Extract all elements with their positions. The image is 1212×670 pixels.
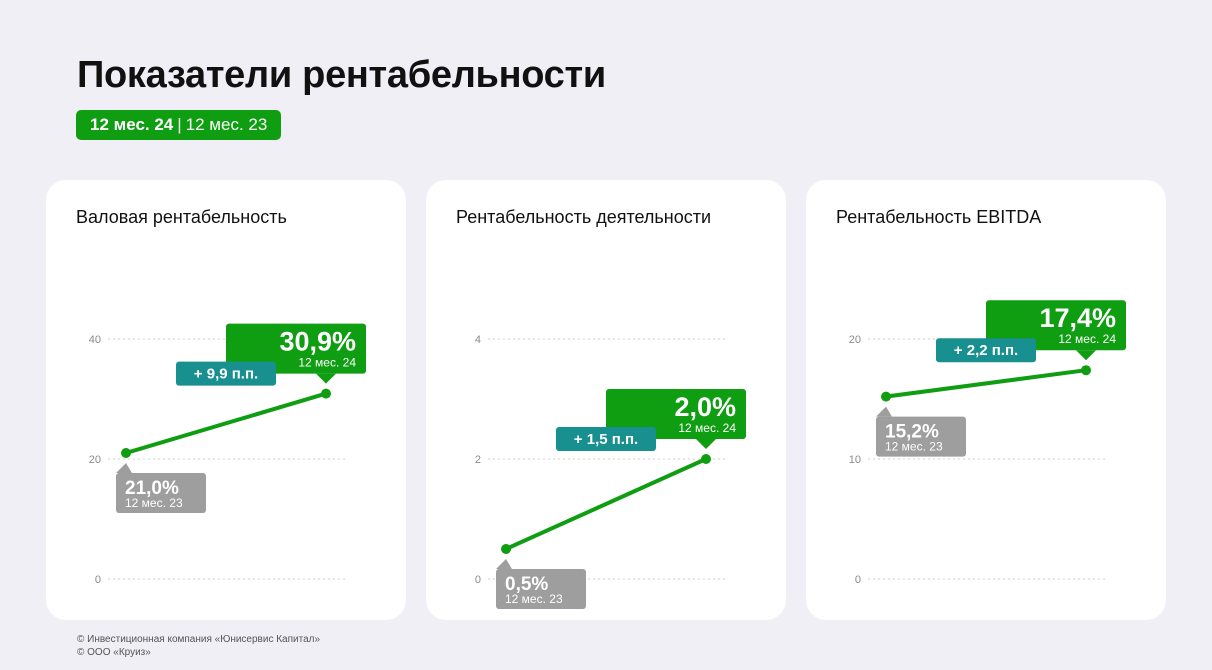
chart-svg: 0 2 4 0,5%12 мес. 23 2,0%12 мес. 24 + 1,5 п.п… — [475, 334, 746, 609]
data-point-current — [321, 388, 331, 399]
y-tick-label: 20 — [849, 334, 861, 346]
data-label-current: 30,9% — [279, 327, 356, 357]
chart-svg: 0 10 20 15,2%12 мес. 23 17,4%12 мес. 24 + 2,2… — [849, 300, 1126, 586]
y-tick-label: 2 — [475, 454, 481, 466]
y-tick-label: 10 — [849, 454, 861, 466]
y-tick-label: 4 — [475, 334, 481, 346]
callout-current-pointer — [1076, 350, 1096, 361]
period-separator: | — [177, 115, 182, 134]
callout-current-box — [606, 389, 746, 439]
callout-current-box — [986, 300, 1126, 351]
chart-svg: 0 20 40 21,0%12 мес. 23 30,9%12 мес. 24 + 9,9… — [89, 323, 366, 586]
series-line — [124, 391, 328, 455]
footer: © Инвестиционная компания «Юнисервис Кап… — [77, 633, 320, 659]
delta-badge — [936, 338, 1036, 363]
chart-title: Рентабельность деятельности — [456, 207, 712, 227]
chart-card-operating-margin: Рентабельность деятельности 0 2 4 0,5% 12 ме… — [426, 180, 786, 620]
footer-copyright-line: © ООО «Круиз» — [77, 647, 151, 658]
data-label-previous-period: 12 мес. 23 — [505, 592, 563, 606]
data-point-previous — [881, 391, 891, 402]
y-tick-label: 0 — [95, 574, 101, 586]
y-tick-label: 20 — [89, 454, 101, 466]
callout-previous-box — [116, 473, 206, 513]
period-current: 12 мес. 24 — [90, 115, 174, 134]
data-label-current-period: 12 мес. 24 — [298, 356, 356, 370]
callout-current-box — [226, 323, 366, 374]
footer-copyright-line: © Инвестиционная компания «Юнисервис Кап… — [77, 634, 321, 645]
data-label-previous-period: 12 мес. 23 — [125, 496, 183, 510]
data-point-previous — [121, 448, 131, 458]
callout-previous-box — [496, 569, 586, 609]
chart-title: Валовая рентабельность — [76, 207, 287, 227]
chart-card-ebitda-margin: Рентабельность EBITDA 0 10 20 15,2% 12 мес. … — [806, 180, 1166, 620]
callout-previous-pointer — [876, 406, 892, 417]
delta-badge — [176, 361, 276, 386]
data-point-previous — [501, 544, 511, 554]
series-line — [504, 457, 708, 551]
y-tick-label: 40 — [89, 334, 101, 346]
callout-current-pointer — [696, 439, 716, 449]
delta-label: + 9,9 п.п. — [194, 366, 258, 383]
delta-label: + 1,5 п.п. — [574, 431, 638, 448]
data-label-current: 2,0% — [674, 392, 736, 422]
period-badge: 12 мес. 24 | 12 мес. 23 — [76, 110, 282, 140]
data-label-previous-period: 12 мес. 23 — [885, 440, 943, 454]
callout-previous-pointer — [496, 559, 512, 569]
data-label-current-period: 12 мес. 24 — [1058, 332, 1116, 346]
data-label-current: 17,4% — [1039, 303, 1116, 333]
data-label-previous: 15,2% — [885, 422, 939, 443]
callout-current-pointer — [316, 373, 336, 384]
data-label-previous: 21,0% — [125, 478, 179, 499]
callout-previous-pointer — [116, 463, 132, 473]
series-line — [884, 368, 1088, 399]
data-point-current — [701, 454, 711, 464]
page-title: Показатели рентабельности — [77, 54, 606, 96]
y-tick-label: 0 — [855, 574, 861, 586]
data-label-current-period: 12 мес. 24 — [678, 421, 736, 435]
chart-title: Рентабельность EBITDA — [836, 207, 1042, 227]
y-tick-label: 0 — [475, 574, 481, 586]
period-previous: 12 мес. 23 — [185, 115, 268, 134]
data-label-previous: 0,5% — [505, 574, 548, 595]
data-point-current — [1081, 365, 1091, 376]
chart-card-gross-margin: Валовая рентабельность 0 20 40 21,0% 12 мес.… — [46, 180, 406, 620]
delta-badge — [556, 427, 656, 451]
callout-previous-box — [876, 416, 966, 457]
delta-label: + 2,2 п.п. — [954, 342, 1018, 359]
